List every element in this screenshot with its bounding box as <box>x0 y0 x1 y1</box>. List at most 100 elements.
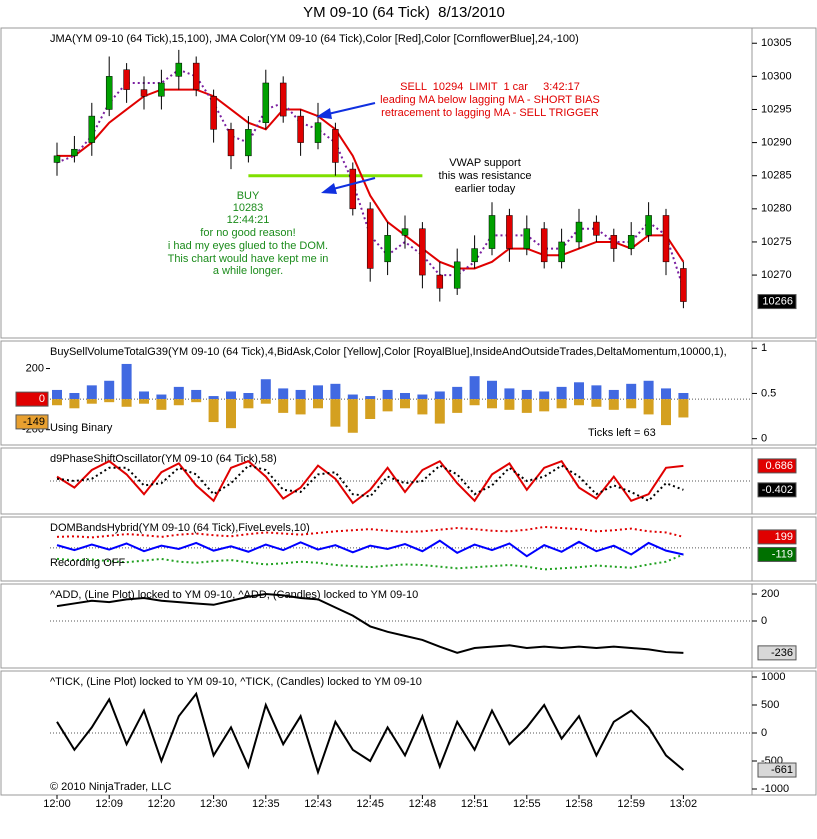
x-tick-label: 12:09 <box>95 798 123 810</box>
candle-body <box>471 248 478 263</box>
candle-body <box>332 129 339 163</box>
bar <box>330 383 341 400</box>
bar <box>487 399 497 409</box>
bar <box>173 399 184 406</box>
value-marker <box>15 414 49 430</box>
bar <box>69 393 80 400</box>
bar <box>608 389 619 400</box>
candle-body <box>645 215 652 236</box>
bar <box>521 399 532 413</box>
bar <box>469 399 480 406</box>
bar <box>278 388 289 400</box>
x-tick-label: 12:45 <box>356 798 384 810</box>
value-marker-label: 199 <box>775 531 793 543</box>
chart-title: YM 09-10 (64 Tick) 8/13/2010 <box>303 4 505 21</box>
bar <box>86 385 97 400</box>
value-marker-label: 0 <box>39 393 45 405</box>
bar <box>487 380 497 400</box>
annotation: SELL 10294 LIMIT 1 car 3:42:17 <box>400 81 580 93</box>
candle-body <box>680 268 687 302</box>
value-marker <box>757 458 797 474</box>
panel-frame <box>0 670 817 796</box>
candle-body <box>123 69 130 90</box>
panel-title: ^TICK, (Line Plot) locked to YM 09-10, ^… <box>50 676 422 688</box>
x-tick-label: 12:59 <box>617 798 645 810</box>
bar <box>243 393 254 400</box>
y-tick-label: 0.5 <box>761 387 776 399</box>
y-tick-label: 500 <box>761 699 779 711</box>
panel-frame <box>0 583 817 669</box>
x-tick-label: 12:30 <box>200 798 228 810</box>
bar <box>417 399 428 415</box>
bar <box>626 399 637 409</box>
line-series <box>56 691 685 776</box>
bar <box>434 399 445 424</box>
candle-body <box>384 235 391 263</box>
annotation: leading MA below lagging MA - SHORT BIAS <box>380 94 600 106</box>
bar <box>86 399 97 404</box>
bar <box>400 399 410 409</box>
y-tick-label: 0 <box>761 727 767 739</box>
bar <box>591 385 602 400</box>
panel-6: ^TICK, (Line Plot) locked to YM 09-10, ^… <box>0 670 817 810</box>
annotation: 10283 <box>233 202 264 214</box>
candle-body <box>53 155 61 163</box>
annotations: SELL 10294 LIMIT 1 car 3:42:17 leading M… <box>168 81 600 277</box>
y-tick-label: 10290 <box>761 137 792 149</box>
bar <box>678 393 689 400</box>
bar <box>104 399 115 403</box>
candle-body <box>140 89 148 97</box>
panel-2: BuySellVolumeTotalG39(YM 09-10 (64 Tick)… <box>0 340 817 446</box>
candle-body <box>297 115 304 143</box>
candle-body <box>627 235 635 249</box>
candle-body <box>227 129 235 157</box>
bar <box>469 376 480 400</box>
y-tick-label: 10280 <box>761 203 792 215</box>
y-tick-label: -1000 <box>761 783 789 795</box>
bar <box>173 386 184 400</box>
bar <box>52 389 62 400</box>
y-tick-label: 0 <box>761 615 767 627</box>
bar <box>452 386 463 400</box>
candle-body <box>540 228 548 263</box>
panel-1: JMA(YM 09-10 (64 Tick),15,100), JMA Colo… <box>0 27 817 339</box>
y-tick-label: 10285 <box>761 170 792 182</box>
panel-3: d9PhaseShiftOscillator(YM 09-10 (64 Tick… <box>0 447 817 515</box>
candle-body <box>662 215 670 263</box>
y-tick-label: 10305 <box>761 37 792 49</box>
value-marker-label: 10266 <box>762 295 793 307</box>
candle-body <box>575 221 583 243</box>
bar <box>661 388 671 400</box>
bar <box>295 389 306 400</box>
candle-body <box>488 215 496 249</box>
candle-body <box>453 261 461 289</box>
bar <box>434 391 445 400</box>
value-marker-label: -661 <box>771 764 793 776</box>
candle-body <box>262 82 270 123</box>
annotation: retracement to lagging MA - SELL TRIGGER <box>381 107 599 119</box>
bar <box>556 399 567 409</box>
bar <box>661 399 671 426</box>
bar <box>52 399 62 406</box>
candle-body <box>558 241 565 263</box>
bar <box>226 391 236 400</box>
bar <box>226 399 236 429</box>
bar <box>591 399 602 407</box>
arrow <box>327 102 376 115</box>
panel-frame <box>0 516 817 582</box>
candle-body <box>401 228 409 236</box>
x-tick-label: 12:35 <box>252 798 280 810</box>
y-tick-label: 10275 <box>761 236 792 248</box>
candle-body <box>210 95 217 130</box>
value-marker-label: 0.686 <box>765 460 793 472</box>
x-tick-label: 12:51 <box>461 798 489 810</box>
line-series <box>56 459 684 505</box>
x-tick-label: 12:58 <box>565 798 593 810</box>
line-series <box>56 592 684 654</box>
candle-body <box>506 215 513 249</box>
bar <box>278 399 289 413</box>
y-tick-label: 0 <box>761 433 767 445</box>
candle-body <box>175 62 183 77</box>
note: Recording OFF <box>50 557 125 569</box>
